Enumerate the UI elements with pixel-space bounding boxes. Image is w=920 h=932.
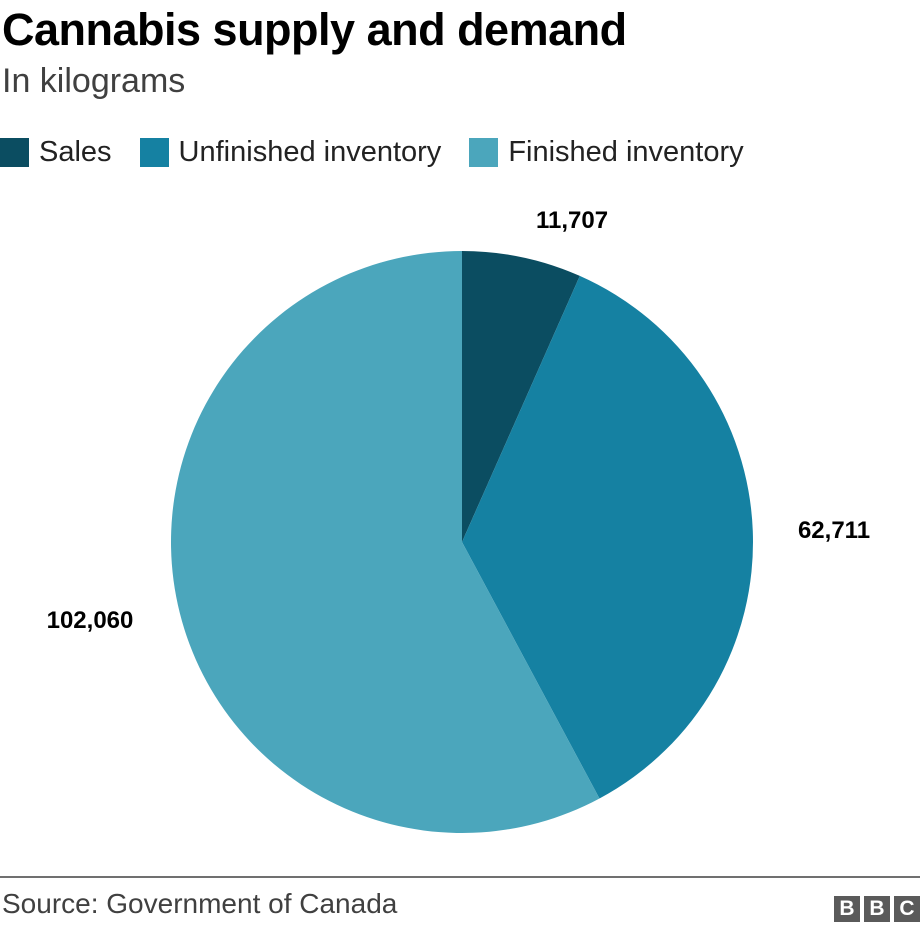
legend-label-sales: Sales [39,136,112,168]
slice-label-finished-inventory: 102,060 [47,607,134,634]
chart-title: Cannabis supply and demand [2,4,627,55]
legend-swatch-unfinished-inventory [139,138,169,167]
legend-label-finished-inventory: Finished inventory [508,136,744,168]
slice-label-sales: 11,707 [536,207,608,234]
legend-swatch-finished-inventory [469,138,499,167]
bbc-logo-letter: B [834,896,860,922]
pie-chart: 11,707 62,711 102,060 [47,207,870,833]
legend-item-finished-inventory: Finished inventory [469,136,744,169]
footer-divider [0,876,920,878]
legend: Sales Unfinished inventory Finished inve… [0,136,772,169]
pie-slice-finished-inventory [171,251,600,833]
pie-slice-sales [462,251,580,542]
bbc-logo-letter: C [894,896,920,922]
source-note: Source: Government of Canada [2,888,398,919]
legend-item-unfinished-inventory: Unfinished inventory [139,136,442,169]
bbc-logo: B B C [830,896,920,922]
legend-label-unfinished-inventory: Unfinished inventory [178,136,442,168]
legend-swatch-sales [0,138,29,167]
slice-label-unfinished-inventory: 62,711 [798,517,870,544]
chart-subtitle: In kilograms [2,62,186,100]
legend-item-sales: Sales [0,136,112,169]
bbc-logo-letter: B [864,896,890,922]
pie-slice-unfinished-inventory [462,275,754,799]
